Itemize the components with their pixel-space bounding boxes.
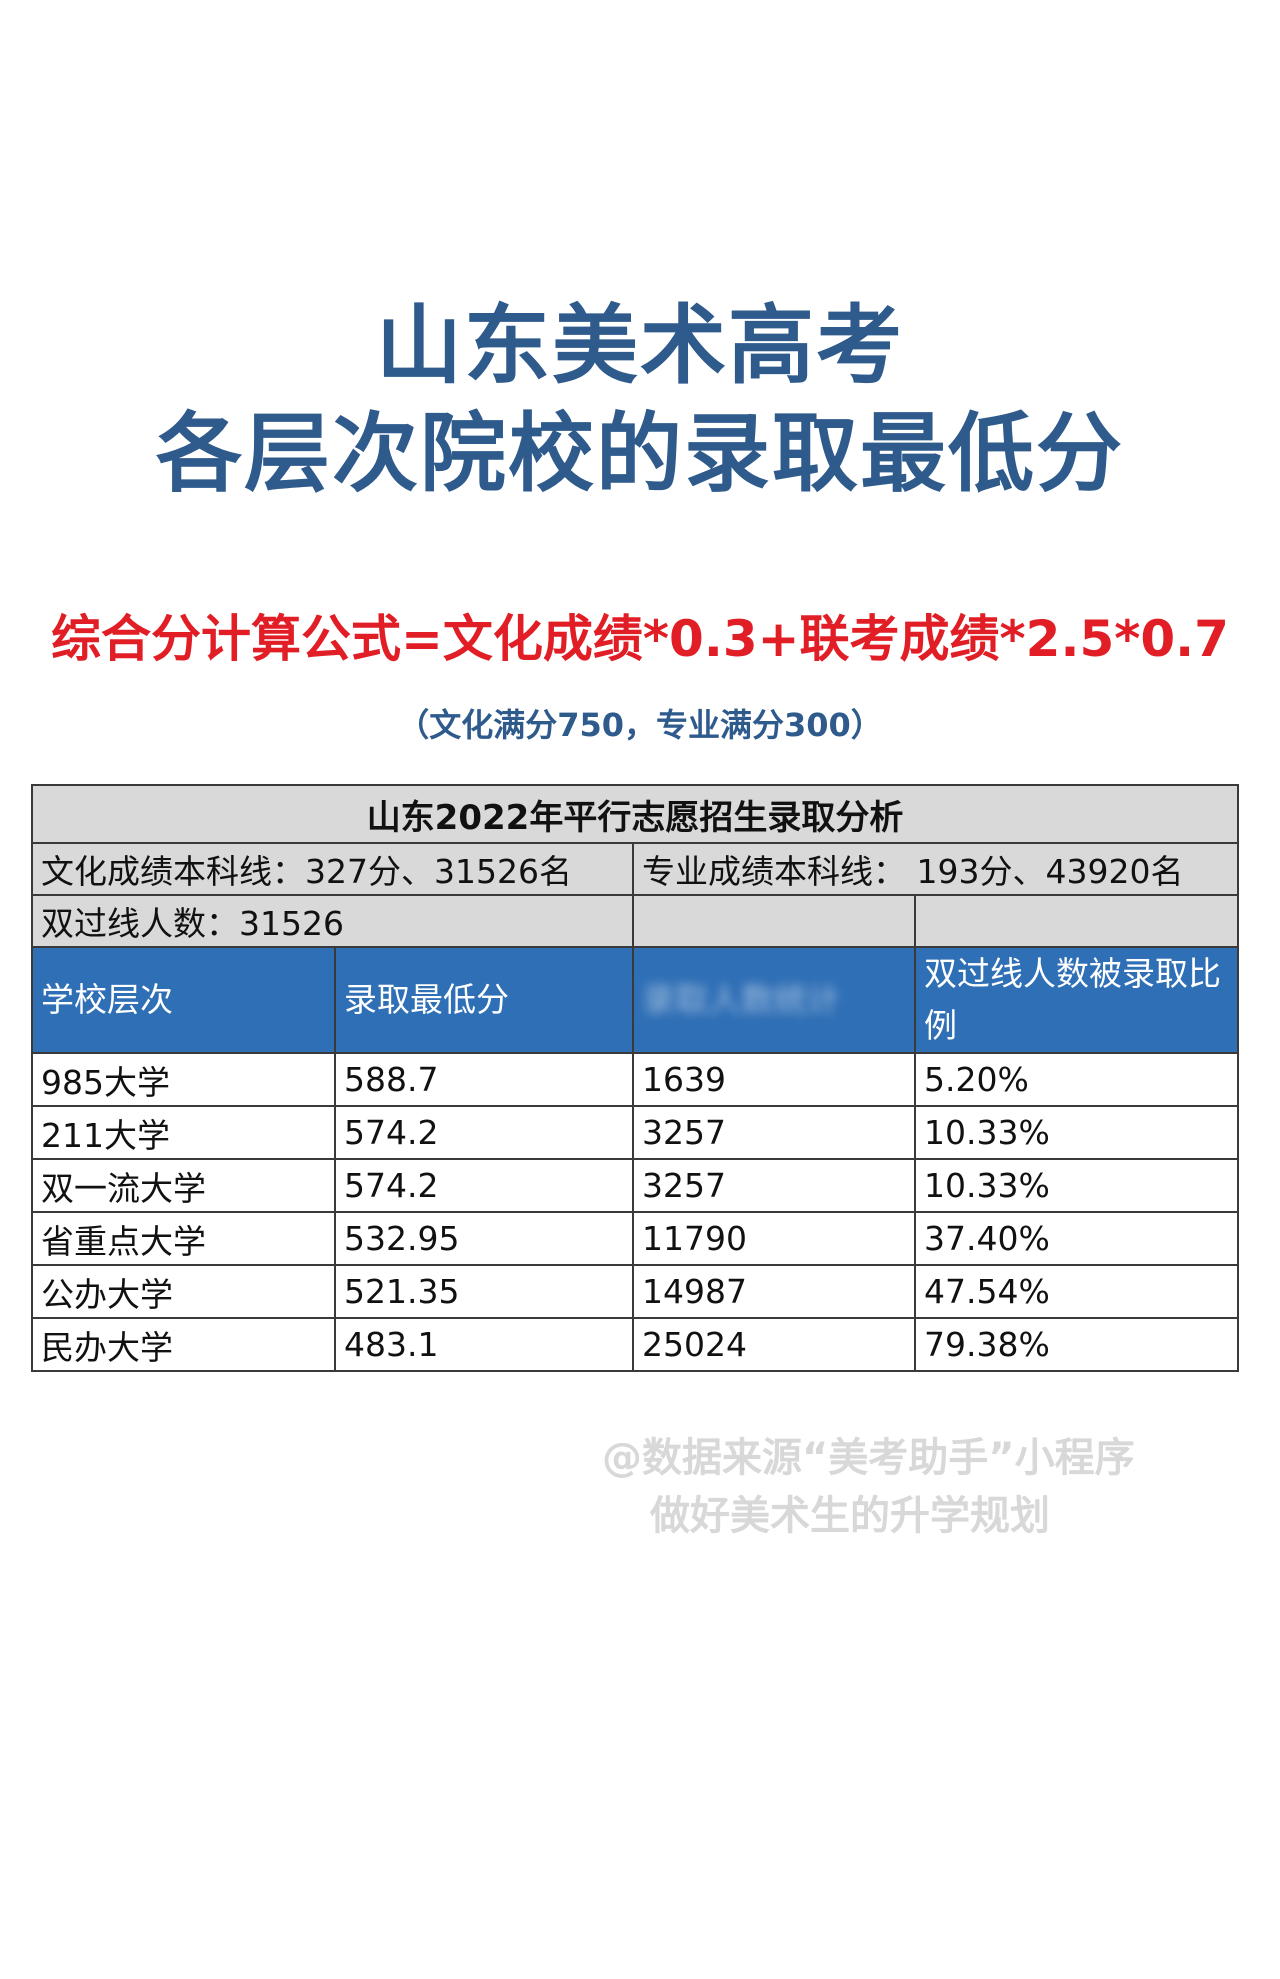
admission-table: 山东2022年平行志愿招生录取分析 文化成绩本科线：327分、31526名 专业… [30, 784, 1240, 1372]
table-caption-row: 山东2022年平行志愿招生录取分析 [30, 784, 1240, 844]
header-min-score: 录取最低分 [334, 946, 634, 1054]
major-cutoff: 专业成绩本科线： 193分、43920名 [631, 842, 1240, 896]
row-level: 公办大学 [31, 1264, 336, 1319]
table-row: 双一流大学 574.2 3257 10.33% [31, 1158, 1240, 1213]
culture-cutoff: 文化成绩本科线：327分、31526名 [31, 842, 634, 896]
row-count: 3257 [632, 1158, 916, 1213]
page-title-line-2: 各层次院校的录取最低分 [156, 404, 1124, 504]
page-title-line-1: 山东美术高考 [376, 296, 904, 396]
score-formula: 综合分计算公式=文化成绩*0.3+联考成绩*2.5*0.7 [51, 610, 1229, 668]
row-count: 11790 [632, 1211, 916, 1266]
row-level: 省重点大学 [31, 1211, 336, 1266]
row-min-score: 574.2 [334, 1105, 634, 1160]
row-ratio: 10.33% [913, 1105, 1240, 1160]
empty-cell [632, 894, 916, 948]
row-level: 民办大学 [31, 1317, 336, 1372]
row-ratio: 47.54% [913, 1264, 1240, 1319]
table-row: 省重点大学 532.95 11790 37.40% [31, 1211, 1240, 1266]
row-min-score: 532.95 [334, 1211, 634, 1266]
watermark-source: @数据来源“美考助手”小程序 [602, 1435, 1135, 1481]
row-level: 双一流大学 [31, 1158, 336, 1213]
table-row: 985大学 588.7 1639 5.20% [31, 1052, 1240, 1107]
header-ratio: 双过线人数被录取比例 [913, 946, 1240, 1054]
table-row: 公办大学 521.35 14987 47.54% [31, 1264, 1240, 1319]
blurred-header-text: 录取人数统计 [642, 980, 840, 1019]
empty-cell [913, 894, 1240, 948]
row-count: 1639 [632, 1052, 916, 1107]
table-row: 民办大学 483.1 25024 79.38% [31, 1317, 1240, 1372]
table-info-row: 文化成绩本科线：327分、31526名 专业成绩本科线： 193分、43920名 [31, 842, 1240, 896]
table-double-pass-row: 双过线人数：31526 [31, 894, 1240, 948]
row-min-score: 483.1 [334, 1317, 634, 1372]
table-header-row: 学校层次 录取最低分 录取人数统计 双过线人数被录取比例 [31, 946, 1240, 1054]
full-score-note: （文化满分750，专业满分300） [397, 706, 883, 744]
header-blurred: 录取人数统计 [632, 946, 916, 1054]
watermark-slogan: 做好美术生的升学规划 [650, 1493, 1050, 1539]
double-pass-count: 双过线人数：31526 [31, 894, 634, 948]
row-count: 25024 [632, 1317, 916, 1372]
row-count: 14987 [632, 1264, 916, 1319]
table-row: 211大学 574.2 3257 10.33% [31, 1105, 1240, 1160]
header-level: 学校层次 [31, 946, 336, 1054]
row-ratio: 79.38% [913, 1317, 1240, 1372]
row-min-score: 588.7 [334, 1052, 634, 1107]
row-level: 211大学 [31, 1105, 336, 1160]
row-ratio: 37.40% [913, 1211, 1240, 1266]
row-level: 985大学 [31, 1052, 336, 1107]
row-count: 3257 [632, 1105, 916, 1160]
row-min-score: 521.35 [334, 1264, 634, 1319]
table-caption: 山东2022年平行志愿招生录取分析 [30, 784, 1240, 844]
row-min-score: 574.2 [334, 1158, 634, 1213]
row-ratio: 10.33% [913, 1158, 1240, 1213]
row-ratio: 5.20% [913, 1052, 1240, 1107]
